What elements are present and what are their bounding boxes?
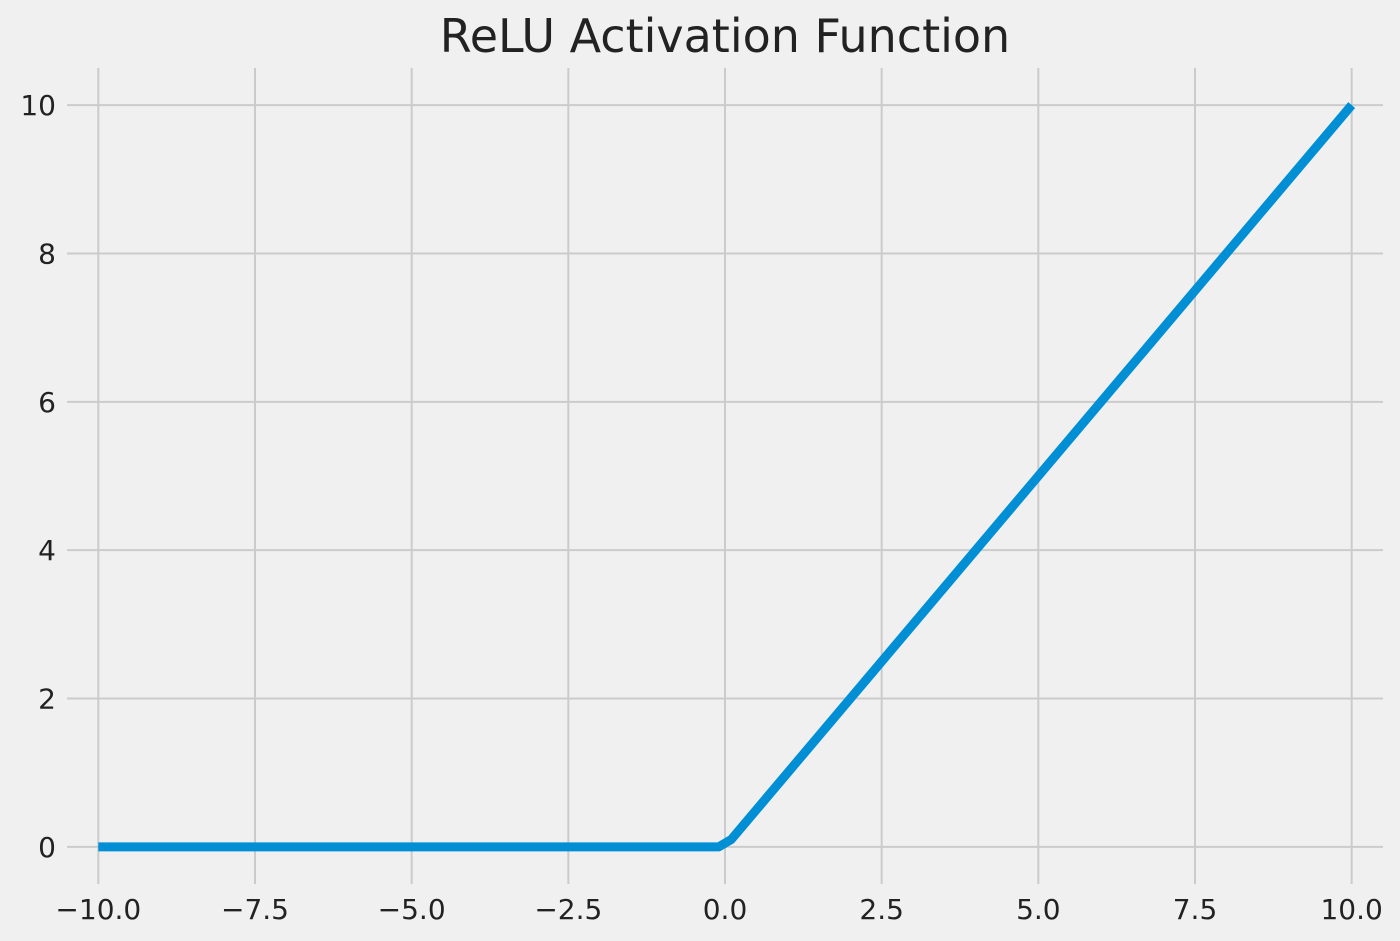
x-tick-label: −7.5 bbox=[221, 893, 289, 926]
y-tick-label: 0 bbox=[38, 831, 56, 864]
x-tick-label: 0.0 bbox=[703, 893, 748, 926]
x-tick-label: −10.0 bbox=[55, 893, 141, 926]
y-tick-label: 6 bbox=[38, 386, 56, 419]
x-tick-label: 5.0 bbox=[1016, 893, 1061, 926]
y-tick-label: 8 bbox=[38, 237, 56, 270]
chart-title: ReLU Activation Function bbox=[440, 9, 1010, 63]
x-tick-label: 2.5 bbox=[859, 893, 904, 926]
y-axis-ticks: 0 2 4 6 8 10 bbox=[20, 89, 56, 864]
relu-data-point bbox=[97, 846, 99, 848]
x-tick-label: 10.0 bbox=[1320, 893, 1382, 926]
x-axis-ticks: −10.0 −7.5 −5.0 −2.5 0.0 2.5 5.0 7.5 10.0 bbox=[55, 893, 1382, 926]
x-tick-label: −2.5 bbox=[534, 893, 602, 926]
y-tick-label: 10 bbox=[20, 89, 56, 122]
x-tick-label: 7.5 bbox=[1173, 893, 1218, 926]
x-tick-label: −5.0 bbox=[378, 893, 446, 926]
relu-data-point bbox=[730, 838, 732, 840]
relu-data-point bbox=[718, 846, 720, 848]
y-tick-label: 2 bbox=[38, 683, 56, 716]
relu-series-line bbox=[98, 102, 1356, 852]
grid-lines bbox=[67, 68, 1383, 884]
y-tick-label: 4 bbox=[38, 534, 56, 567]
series-layer bbox=[97, 102, 1356, 852]
relu-data-point bbox=[1351, 104, 1353, 106]
